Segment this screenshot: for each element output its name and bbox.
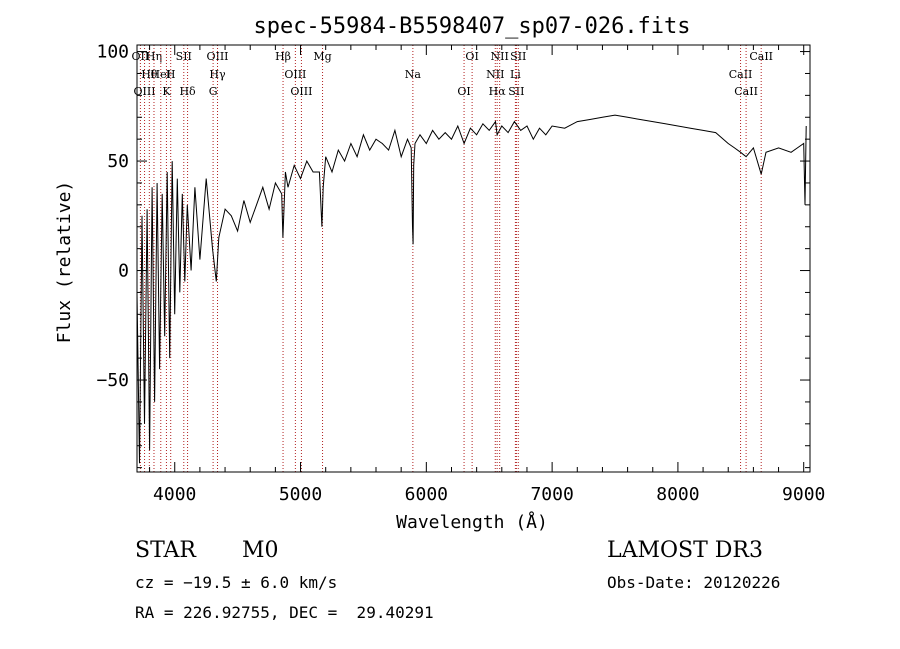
spectral-line-label: K: [162, 85, 171, 98]
spectral-line-label: Hα: [489, 85, 507, 98]
redshift-cz: cz = −19.5 ± 6.0 km/s: [135, 573, 338, 592]
spectral-line-label: OII: [132, 50, 150, 63]
spectral-line-label: Li: [510, 68, 521, 81]
y-axis: −50 0 50 100: [96, 42, 810, 469]
spectral-line-label: HeI: [151, 68, 171, 81]
observation-date: Obs-Date: 20120226: [607, 573, 781, 592]
spectral-line-label: H: [166, 68, 176, 81]
spectral-line-label: SII: [176, 50, 192, 63]
y-tick-label: 0: [118, 261, 129, 282]
spectral-line-label: NII: [491, 50, 509, 63]
spectral-line-label: OI: [465, 50, 478, 63]
spectral-line-label: OIII: [284, 68, 306, 81]
spectral-line-label: Na: [405, 68, 422, 81]
spectral-line-label: CaII: [729, 68, 753, 81]
object-subclass: M0: [242, 538, 279, 563]
y-tick-label: 100: [96, 42, 129, 63]
object-class: STAR: [135, 538, 196, 563]
y-axis-label: Flux (relative): [54, 181, 75, 344]
spectral-line-label: SII: [510, 50, 526, 63]
spectral-line-label: Mg: [313, 50, 331, 63]
coordinates: RA = 226.92755, DEC = 29.40291: [135, 603, 434, 622]
spectral-line-label: OIII: [290, 85, 312, 98]
spectral-line-label: Hγ: [209, 68, 226, 81]
spectral-line-label: G: [209, 85, 218, 98]
x-tick-label: 7000: [530, 484, 573, 505]
spectral-line-label: OIII: [206, 50, 228, 63]
spectral-line-label: CaII: [749, 50, 773, 63]
spectral-line-label: Hθ: [141, 68, 158, 81]
spectral-line-label: CaII: [734, 85, 758, 98]
x-tick-label: 4000: [153, 484, 196, 505]
y-tick-label: −50: [96, 370, 129, 391]
x-tick-label: 8000: [656, 484, 699, 505]
x-tick-label: 9000: [782, 484, 825, 505]
spectral-line-label: Hβ: [275, 50, 291, 63]
spectrum-series-line: [136, 114, 807, 464]
x-tick-label: 6000: [405, 484, 448, 505]
x-tick-label: 5000: [279, 484, 322, 505]
spectral-line-label: Hη: [146, 50, 162, 63]
chart-title: spec-55984-B5598407_sp07-026.fits: [253, 14, 690, 39]
x-axis: 4000 5000 6000 7000 8000 9000: [149, 45, 825, 505]
plot-frame: [136, 44, 811, 473]
spectral-line-label: OI: [457, 85, 470, 98]
spectrum-chart: spec-55984-B5598407_sp07-026.fits OII Hθ O…: [54, 14, 825, 533]
spectral-line-label: SII: [508, 85, 524, 98]
spectral-line-label: Hδ: [179, 85, 196, 98]
spectral-line-label: OIII: [134, 85, 156, 98]
spectral-line-label: NII: [486, 68, 504, 81]
x-axis-label: Wavelength (Å): [396, 511, 548, 533]
survey-name: LAMOST DR3: [607, 538, 763, 563]
y-tick-label: 50: [107, 151, 129, 172]
spectral-line-markers: OIIHθOIIIHηHeIKSIIHHδOIIIHγGHβOIIIOIIIMg…: [132, 45, 773, 472]
